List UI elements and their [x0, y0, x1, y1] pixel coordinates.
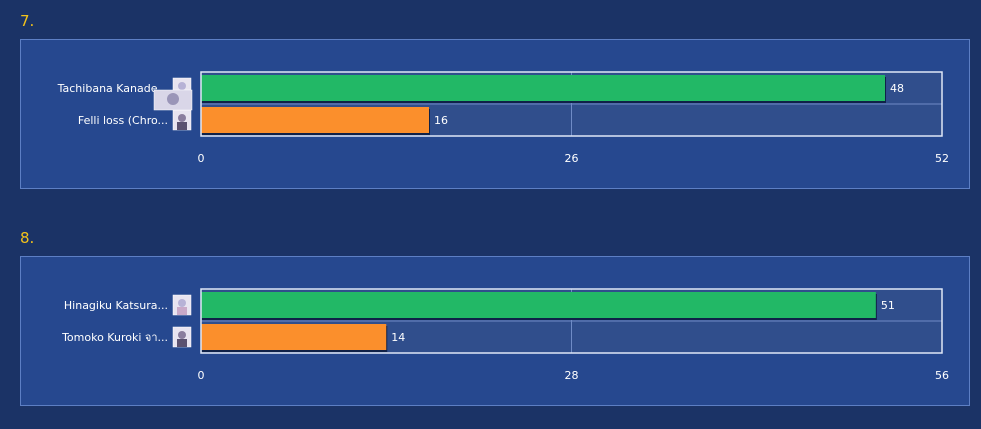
- match-7-chart: 48 Tachibana Kanade... 16 Felli loss (Chro.…: [57, 71, 949, 165]
- tick-label: 26: [565, 152, 579, 165]
- tick-label: 0: [198, 152, 205, 165]
- category-label: Hinagiku Katsura...: [64, 299, 168, 312]
- category-label: Tachibana Kanade...: [57, 82, 168, 95]
- bar: [201, 292, 876, 318]
- bar: [201, 324, 387, 350]
- plot-border: [200, 71, 943, 137]
- character-avatar-icon: [172, 294, 192, 316]
- tick-label: 28: [565, 369, 579, 382]
- data-label: 48: [890, 82, 904, 95]
- plot-border: [200, 288, 943, 354]
- data-label: 14: [391, 331, 405, 344]
- tick-label: 52: [935, 152, 949, 165]
- data-label: 51: [881, 299, 895, 312]
- match-8-number: 8.: [20, 229, 34, 247]
- category-label: Felli loss (Chro...: [78, 114, 168, 127]
- character-avatar-icon: [172, 109, 192, 131]
- match-7-panel: 48 Tachibana Kanade... 16 Felli loss (Chro.…: [20, 39, 970, 189]
- bar: [201, 75, 885, 101]
- match-number-text: 8.: [20, 229, 35, 247]
- match-7-number: 7.: [20, 12, 34, 30]
- bar: [201, 107, 429, 133]
- tick-label: 56: [935, 369, 949, 382]
- category-label: Tomoko Kuroki จา...: [61, 331, 168, 344]
- match-number-text: 7.: [20, 12, 35, 30]
- character-avatar-icon: [153, 89, 193, 111]
- tick-label: 0: [198, 369, 205, 382]
- data-label: 16: [434, 114, 448, 127]
- match-8-chart: 51 Hinagiku Katsura... 14 Tomoko Kuroki จา.…: [61, 288, 949, 382]
- character-avatar-icon: [172, 326, 192, 348]
- match-8-panel: 51 Hinagiku Katsura... 14 Tomoko Kuroki จา.…: [20, 256, 970, 406]
